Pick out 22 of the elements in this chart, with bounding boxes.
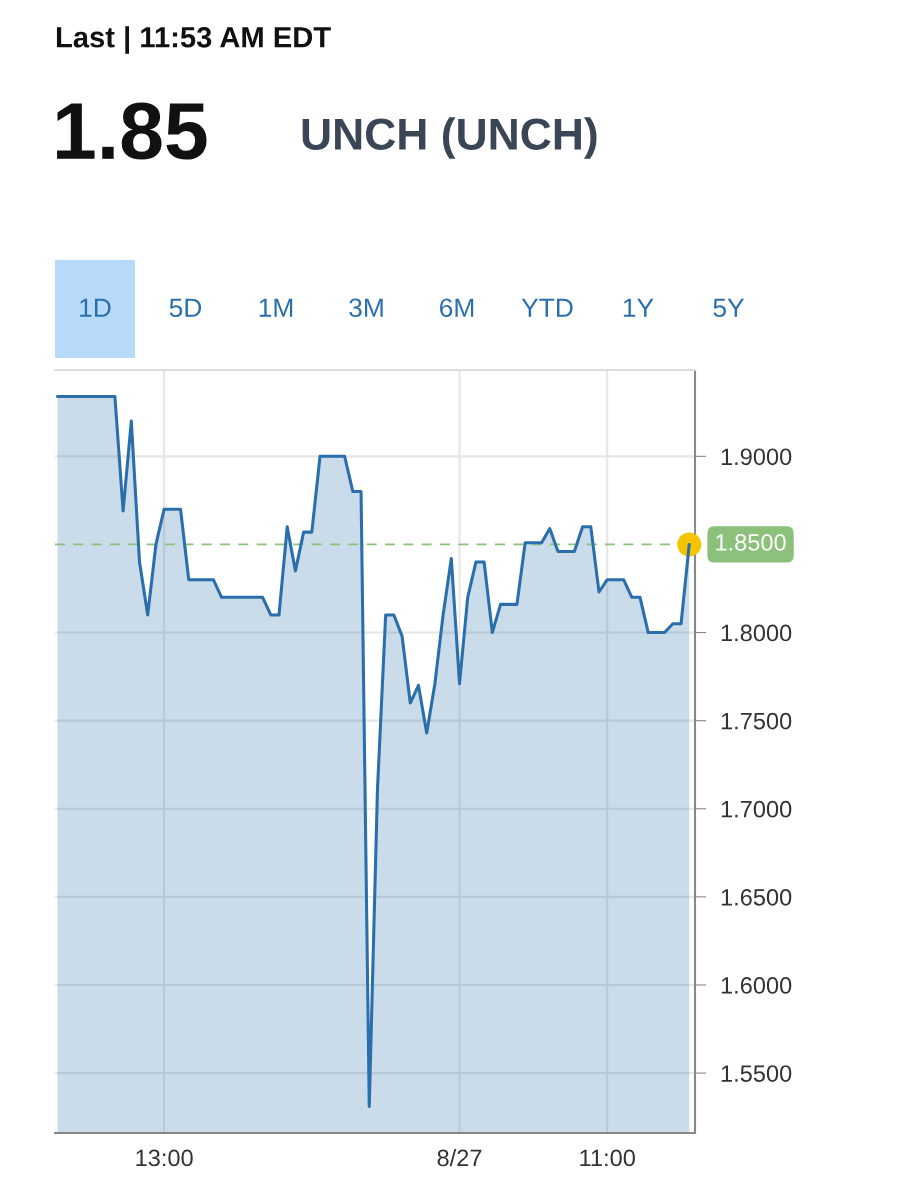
y-tick-label: 1.6000	[721, 977, 792, 994]
text: YTD	[521, 298, 573, 317]
text: UNCH (UNCH)	[302, 117, 597, 159]
text: 5D	[169, 298, 202, 318]
text: 5Y	[713, 298, 745, 318]
text: 1Y	[623, 298, 654, 317]
x-tick-label: 8/27	[437, 1148, 482, 1167]
text: 6M	[440, 298, 474, 318]
chart-title: Last | 11:53 AM EDT	[56, 26, 331, 54]
text: 3M	[349, 298, 383, 318]
text: 1D	[80, 298, 111, 317]
ref-line-label: 1.8500	[716, 534, 786, 551]
x-tick-label: 13:00	[136, 1149, 193, 1167]
text: 1M	[259, 298, 293, 317]
y-tick-label: 1.7000	[721, 800, 792, 818]
text: 1.85	[57, 102, 207, 160]
y-tick-label: 1.6500	[721, 888, 792, 906]
y-tick-label: 1.7500	[721, 712, 792, 730]
x-tick-label: 11:00	[580, 1149, 635, 1167]
y-tick-label: 1.9000	[721, 448, 792, 466]
y-tick-label: 1.5500	[721, 1065, 792, 1082]
y-tick-label: 1.8000	[721, 624, 792, 642]
